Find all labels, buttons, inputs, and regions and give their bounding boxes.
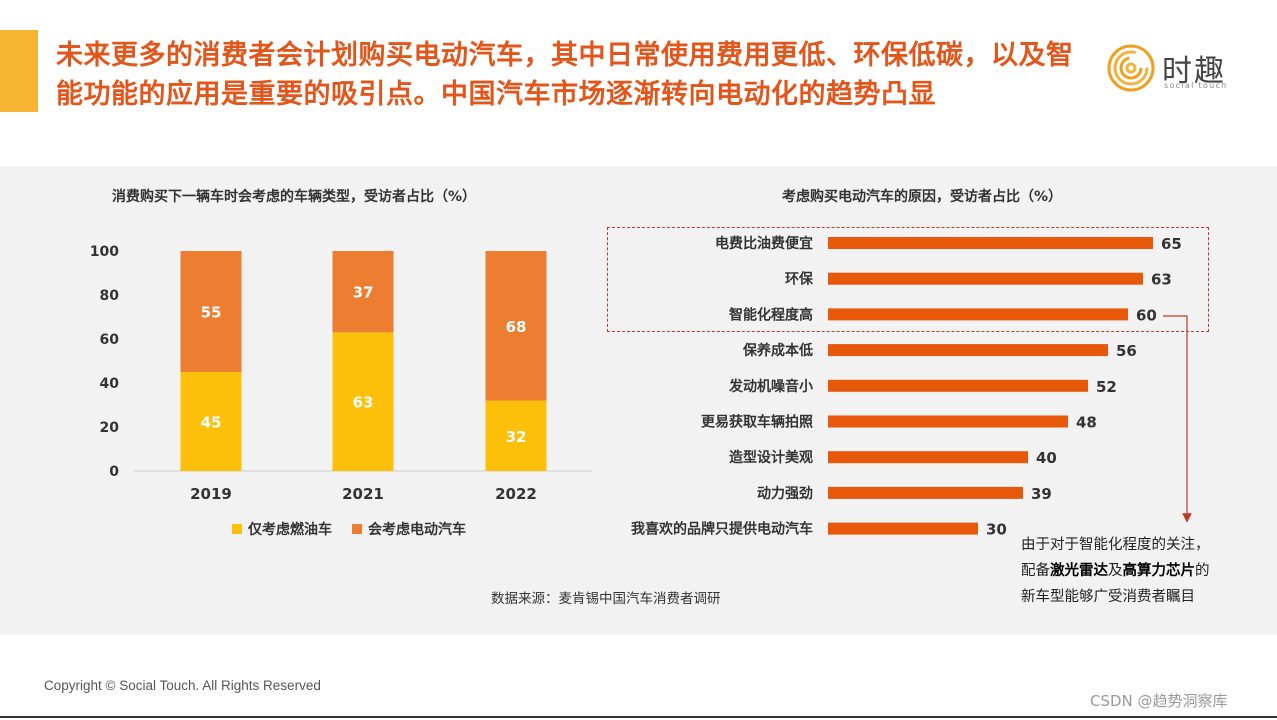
bar-segment — [180, 251, 242, 372]
bar-segment — [332, 251, 394, 333]
logo-text-en: social touch — [1164, 81, 1228, 90]
bar-value-label: 63 — [353, 394, 374, 412]
legend: 仅考虑燃油车 会考虑电动汽车 — [232, 519, 466, 539]
annotation-chip: 高算力芯片 — [1122, 563, 1196, 579]
category-label: 发动机噪音小 — [728, 378, 813, 395]
bar-segment — [180, 372, 242, 471]
bar-value-label: 56 — [1116, 342, 1137, 360]
x-tick-label: 2022 — [495, 485, 537, 503]
copyright-footer: Copyright © Social Touch. All Rights Res… — [44, 678, 321, 693]
y-tick-label: 20 — [100, 420, 120, 436]
y-tick-label: 0 — [109, 464, 119, 480]
x-tick-label: 2019 — [190, 485, 232, 503]
bar — [828, 237, 1153, 249]
bar-value-label: 37 — [353, 284, 374, 302]
bar-value-label: 45 — [201, 414, 222, 432]
bar-value-label: 52 — [1096, 378, 1117, 396]
highlight-box — [607, 227, 1209, 332]
category-label: 智能化程度高 — [728, 306, 813, 323]
data-source: 数据来源：麦肯锡中国汽车消费者调研 — [491, 591, 721, 607]
annotation-lidar: 激光雷达 — [1050, 563, 1108, 579]
bar-segment — [485, 251, 547, 401]
x-tick-label: 2021 — [342, 485, 384, 503]
category-label: 动力强劲 — [757, 485, 813, 502]
accent-bar — [0, 30, 38, 112]
legend-swatch-ice — [232, 524, 242, 534]
annotation-line-2-mid: 及 — [1108, 563, 1123, 579]
logo-text-cn: 时趣 — [1162, 54, 1226, 89]
bar-value-label: 55 — [201, 304, 222, 322]
annotation-line-3: 新车型能够广受消费者瞩目 — [1021, 589, 1195, 605]
annotation-connector-arrow — [1163, 315, 1192, 523]
bar — [828, 486, 1023, 499]
bar-segment — [485, 400, 547, 471]
bar-value-label: 40 — [1036, 449, 1057, 467]
bar-value-label: 65 — [1161, 235, 1182, 253]
category-label: 保养成本低 — [742, 342, 813, 359]
annotation-line-2-suffix: 的 — [1195, 563, 1210, 579]
category-label: 更易获取车辆拍照 — [701, 414, 813, 431]
category-label: 环保 — [785, 271, 814, 288]
bar-segment — [332, 332, 394, 471]
bar-value-label: 48 — [1076, 414, 1097, 432]
brand-logo: 时趣 social touch — [1106, 44, 1236, 92]
page-headline: 未来更多的消费者会计划购买电动汽车，其中日常使用费用更低、环保低碳，以及智能功能… — [56, 40, 1074, 110]
bar-value-label: 39 — [1031, 485, 1052, 503]
bar — [828, 308, 1128, 321]
legend-swatch-ev — [352, 524, 362, 534]
csdn-watermark: CSDN @趋势洞察库 — [1090, 692, 1228, 710]
legend-item-ev: 会考虑电动汽车 — [352, 519, 466, 539]
annotation-line-2: 配备激光雷达及高算力芯片的 — [1021, 558, 1210, 584]
category-label: 我喜欢的品牌只提供电动汽车 — [631, 521, 813, 538]
right-chart-title: 考虑购买电动汽车的原因，受访者占比（%） — [782, 189, 1063, 205]
annotation-line-1: 由于对于智能化程度的关注， — [1021, 537, 1210, 553]
category-label: 造型设计美观 — [729, 449, 813, 466]
bar-value-label: 60 — [1136, 306, 1157, 324]
bar — [828, 272, 1143, 285]
bar — [828, 415, 1068, 428]
y-tick-label: 60 — [100, 332, 120, 348]
legend-label-ev: 会考虑电动汽车 — [368, 522, 466, 538]
bottom-rule — [0, 716, 1277, 718]
left-chart-title: 消费购买下一辆车时会考虑的车辆类型，受访者占比（%） — [112, 189, 477, 205]
bar-value-label: 63 — [1151, 271, 1172, 289]
bar-value-label: 30 — [986, 521, 1007, 539]
bar-value-label: 68 — [506, 318, 527, 336]
y-tick-label: 80 — [100, 288, 120, 304]
bar-value-label: 32 — [506, 428, 527, 446]
y-tick-label: 40 — [100, 376, 120, 392]
bar — [828, 344, 1108, 357]
category-label: 电费比油费便宜 — [715, 235, 813, 252]
spiral-logo-icon — [1107, 44, 1155, 92]
annotation-text: 由于对于智能化程度的关注， 配备激光雷达及高算力芯片的 新车型能够广受消费者瞩目 — [1021, 532, 1210, 610]
legend-label-ice: 仅考虑燃油车 — [248, 522, 332, 538]
bar — [828, 451, 1028, 464]
legend-item-ice: 仅考虑燃油车 — [232, 519, 332, 539]
y-tick-label: 100 — [90, 244, 119, 260]
annotation-line-2-prefix: 配备 — [1021, 563, 1050, 579]
bar — [828, 522, 978, 535]
bar — [828, 379, 1088, 392]
